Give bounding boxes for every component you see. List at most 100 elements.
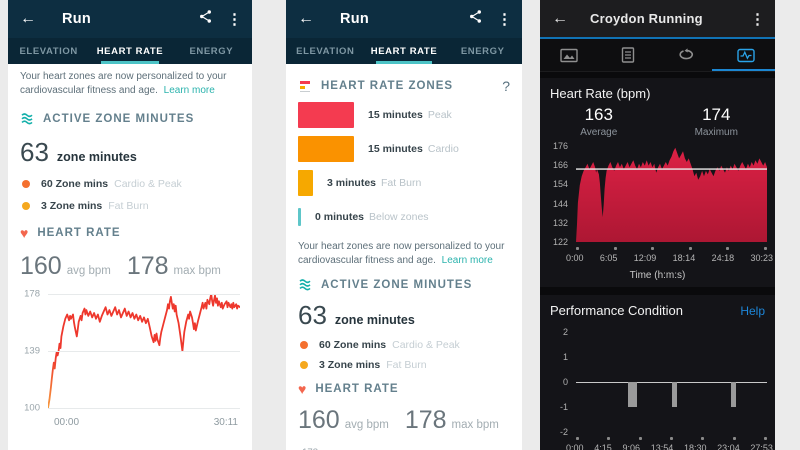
- zone-minutes: 15 minutes: [368, 143, 423, 155]
- legend-label: 3 Zone mins: [41, 200, 103, 212]
- zone-row-below-zones: 0 minutes Below zones: [298, 204, 522, 230]
- zone-bar: [298, 136, 354, 162]
- back-icon[interactable]: ←: [552, 9, 568, 27]
- fitbit-heart-rate-zones-panel: ← Run ⋮ ELEVATION HEART RATE ENERGY HEAR…: [286, 0, 522, 450]
- learn-more-link[interactable]: Learn more: [441, 255, 493, 266]
- tab-energy[interactable]: ENERGY: [189, 45, 234, 57]
- page-title: Run: [62, 11, 92, 27]
- fitbit-heart-rate-panel: ← Run ⋮ ELEVATION HEART RATE ENERGY Your…: [8, 0, 252, 450]
- maximum-bpm-value: 174: [702, 105, 731, 124]
- zone-minutes-unit: zone minutes: [334, 313, 415, 327]
- legend-dot: [22, 202, 30, 210]
- heart-rate-card: Heart Rate (bpm) 163 Average 174 Maximum…: [540, 78, 775, 287]
- zone-minutes: 15 minutes: [368, 109, 423, 121]
- heart-rate-heading: ♥ HEART RATE: [298, 382, 510, 396]
- tab-charts[interactable]: [716, 48, 775, 63]
- zone-name: Below zones: [369, 211, 429, 223]
- legend-zone: Cardio & Peak: [114, 178, 182, 190]
- legend-item: 60 Zone mins Cardio & Peak: [22, 178, 240, 190]
- zone-name: Cardio: [427, 143, 459, 155]
- heart-rate-chart: 176 166 154 144 132 122: [548, 141, 767, 247]
- heart-icon: ♥: [298, 381, 307, 397]
- garmin-activity-panel: ← Croydon Running ⋮ Heart Rate (bpm): [540, 0, 775, 450]
- x-axis-ticks: [576, 247, 767, 250]
- zone-row-peak: 15 minutes Peak: [298, 102, 522, 128]
- active-zone-minutes-icon: [21, 113, 33, 125]
- legend-item: 3 Zone mins Fat Burn: [300, 359, 510, 371]
- learn-more-link[interactable]: Learn more: [163, 85, 215, 96]
- heart-rate-heading: ♥ HEART RATE: [20, 226, 240, 240]
- avg-bpm-unit: avg bpm: [66, 265, 111, 277]
- tab-heart-rate[interactable]: HEART RATE: [365, 38, 444, 64]
- tab-bar: ELEVATION HEART RATE ENERGY: [286, 38, 522, 64]
- heart-rate-zones-heading: HEART RATE ZONES ?: [298, 78, 510, 94]
- tab-elevation[interactable]: ELEVATION: [296, 45, 355, 57]
- tab-laps[interactable]: [658, 48, 717, 62]
- share-icon[interactable]: [468, 9, 483, 29]
- more-options-icon[interactable]: ⋮: [227, 11, 242, 28]
- zone-name: Fat Burn: [381, 177, 422, 189]
- card-title: Heart Rate (bpm): [550, 86, 651, 101]
- active-zone-minutes-icon: [299, 279, 311, 291]
- max-bpm-value: 178: [126, 252, 169, 280]
- performance-bar: [627, 382, 638, 407]
- active-tab-indicator: [711, 69, 775, 71]
- notes-icon: [621, 47, 635, 63]
- legend-label: 60 Zone mins: [41, 178, 109, 190]
- tab-heart-rate[interactable]: HEART RATE: [89, 38, 170, 64]
- legend-zone: Fat Burn: [108, 200, 149, 212]
- zone-row-cardio: 15 minutes Cardio: [298, 136, 522, 162]
- heart-rate-stats: 160 avg bpm 178 max bpm: [298, 406, 510, 435]
- legend-item: 3 Zone mins Fat Burn: [22, 200, 240, 212]
- heart-rate-line: [47, 293, 241, 409]
- section-title: HEART RATE ZONES: [321, 80, 454, 92]
- zone-minutes-total: 63 zone minutes: [20, 137, 240, 168]
- section-title: HEART RATE: [315, 383, 399, 395]
- maximum-bpm-label: Maximum: [694, 127, 738, 138]
- heart-rate-chart-cropped: 178: [296, 445, 510, 450]
- avg-bpm-value: 160: [20, 252, 62, 280]
- help-link[interactable]: Help: [740, 303, 765, 318]
- tab-energy[interactable]: ENERGY: [460, 45, 505, 57]
- heart-rate-area: [576, 147, 767, 242]
- share-icon[interactable]: [198, 9, 213, 29]
- heart-rate-stats: 160 avg bpm 178 max bpm: [20, 252, 240, 281]
- performance-condition-chart: 2 1 0 -1 -2: [548, 327, 767, 437]
- card-title: Performance Condition: [550, 303, 683, 318]
- legend-label: 60 Zone mins: [319, 339, 387, 351]
- heart-rate-stats: 163 Average 174 Maximum: [540, 105, 775, 138]
- zone-minutes-total: 63 zone minutes: [298, 300, 510, 331]
- banner-text: Your heart zones are now personalized to…: [298, 241, 505, 266]
- x-axis-title: Time (h:m:s): [629, 270, 686, 281]
- zone-minutes: 3 minutes: [327, 177, 377, 189]
- active-zone-minutes-heading: ACTIVE ZONE MINUTES: [298, 278, 510, 291]
- x-axis-labels: 0:00 6:05 12:09 18:14 24:18 30:23: [566, 253, 773, 263]
- legend-dot: [300, 361, 308, 369]
- performance-bar: [730, 382, 737, 407]
- back-icon[interactable]: ←: [298, 10, 314, 27]
- zone-minutes: 0 minutes: [315, 211, 365, 223]
- tab-details[interactable]: [599, 47, 658, 63]
- more-options-icon[interactable]: ⋮: [497, 11, 512, 28]
- back-icon[interactable]: ←: [20, 10, 36, 27]
- zone-minutes-value: 63: [20, 137, 49, 167]
- more-options-icon[interactable]: ⋮: [750, 10, 765, 28]
- icon-tab-bar: [540, 39, 775, 72]
- charts-icon: [736, 48, 755, 62]
- tab-elevation[interactable]: ELEVATION: [19, 45, 78, 57]
- laps-icon: [679, 48, 693, 60]
- chart-plot: [47, 293, 241, 409]
- zone-bar: [298, 170, 313, 196]
- x-axis-labels: 0:00 4:15 9:06 13:54 18:30 23:04 27:53: [566, 443, 773, 450]
- tab-bar: ELEVATION HEART RATE ENERGY: [8, 38, 252, 64]
- tab-photos[interactable]: [540, 48, 599, 63]
- help-icon[interactable]: ?: [502, 78, 510, 94]
- personalized-zones-banner: Your heart zones are now personalized to…: [286, 230, 522, 268]
- legend-dot: [300, 341, 308, 349]
- zone-row-fat-burn: 3 minutes Fat Burn: [298, 170, 522, 196]
- y-axis-labels: 176 166 154 144 132 122: [552, 141, 568, 247]
- section-title: HEART RATE: [37, 227, 121, 239]
- zone-bar: [298, 102, 354, 128]
- app-header: ← Run ⋮: [8, 0, 252, 38]
- pc-plot: [576, 332, 767, 432]
